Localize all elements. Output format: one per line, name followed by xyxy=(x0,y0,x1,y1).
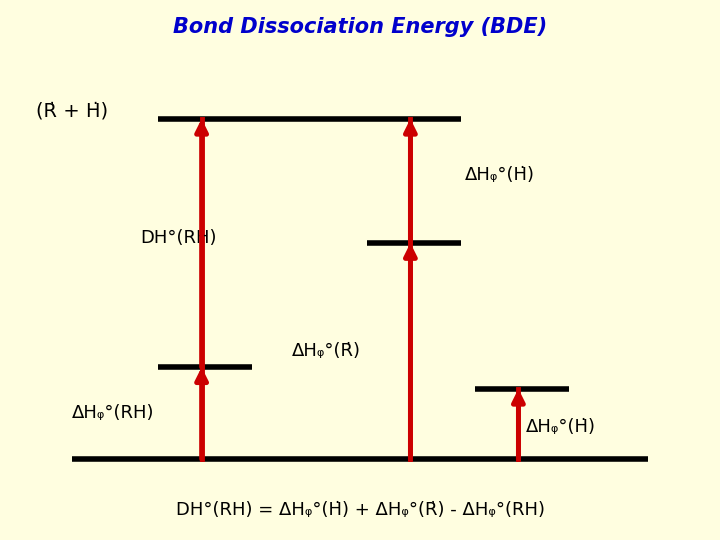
Text: ΔHᵩ°(Ḣ): ΔHᵩ°(Ḣ) xyxy=(526,417,595,436)
Text: ΔHᵩ°(Ṙ): ΔHᵩ°(Ṙ) xyxy=(292,342,361,360)
Text: DH°(RH) = ΔHᵩ°(Ḣ) + ΔHᵩ°(Ṙ) - ΔHᵩ°(RH): DH°(RH) = ΔHᵩ°(Ḣ) + ΔHᵩ°(Ṙ) - ΔHᵩ°(RH) xyxy=(176,501,544,519)
Text: ΔHᵩ°(Ḣ): ΔHᵩ°(Ḣ) xyxy=(464,166,534,185)
Text: ΔHᵩ°(RH): ΔHᵩ°(RH) xyxy=(72,404,155,422)
Text: (Ṙ + Ḣ): (Ṙ + Ḣ) xyxy=(36,101,108,120)
Text: DH°(RH): DH°(RH) xyxy=(140,228,217,247)
Text: Bond Dissociation Energy (BDE): Bond Dissociation Energy (BDE) xyxy=(173,17,547,37)
